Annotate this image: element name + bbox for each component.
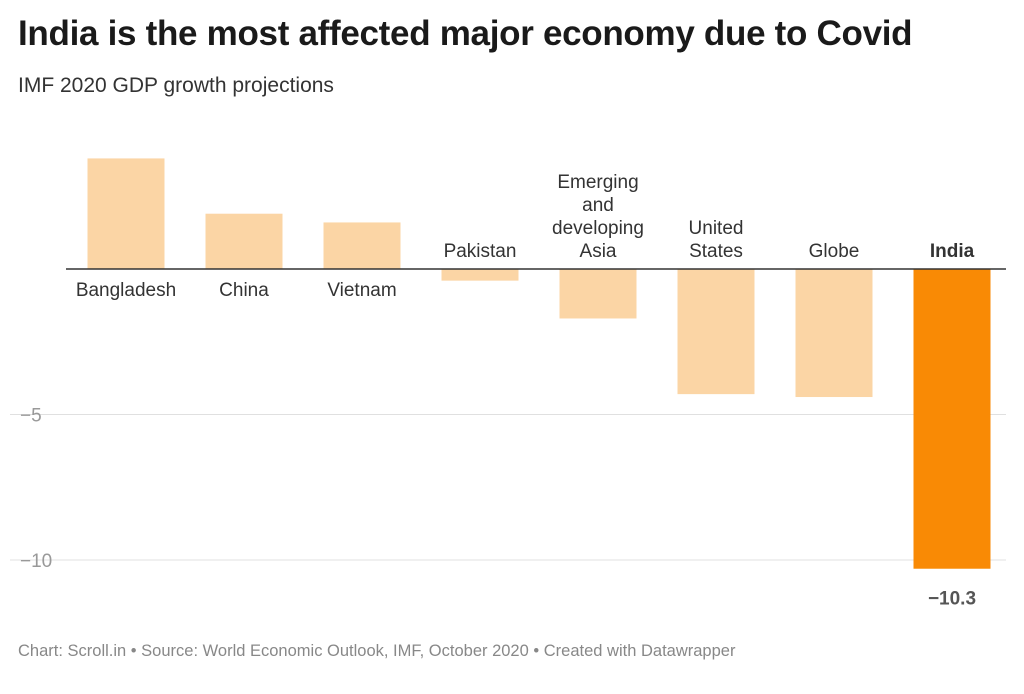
chart-credit: Chart: Scroll.in <box>18 642 127 660</box>
bar <box>205 213 283 269</box>
bar <box>441 269 519 281</box>
bar <box>795 269 873 398</box>
category-label: Bangladesh <box>76 280 176 301</box>
chart-subtitle: IMF 2020 GDP growth projections <box>18 74 334 97</box>
chart-footer: Chart: Scroll.in • Source: World Economi… <box>18 642 735 661</box>
created-with-link[interactable]: Created with Datawrapper <box>543 642 736 660</box>
bar <box>677 269 755 395</box>
footer-separator: • <box>130 642 142 660</box>
bar <box>87 158 165 269</box>
value-label: −10.3 <box>928 589 976 610</box>
bar <box>559 269 637 319</box>
category-label: Emerging and developing Asia <box>552 172 644 262</box>
y-tick-label: −5 <box>20 406 42 427</box>
footer-separator: • <box>533 642 544 660</box>
category-label: United States <box>689 218 744 262</box>
bar <box>913 269 991 569</box>
category-label: India <box>930 241 975 262</box>
category-label: Globe <box>809 241 860 262</box>
bar <box>323 222 401 269</box>
y-tick-label: −10 <box>20 551 52 572</box>
source-credit: Source: World Economic Outlook, IMF, Oct… <box>141 642 529 660</box>
category-label: China <box>219 280 269 301</box>
category-label: Vietnam <box>327 280 396 301</box>
category-label: Pakistan <box>444 241 517 262</box>
chart-title: India is the most affected major economy… <box>18 14 913 53</box>
